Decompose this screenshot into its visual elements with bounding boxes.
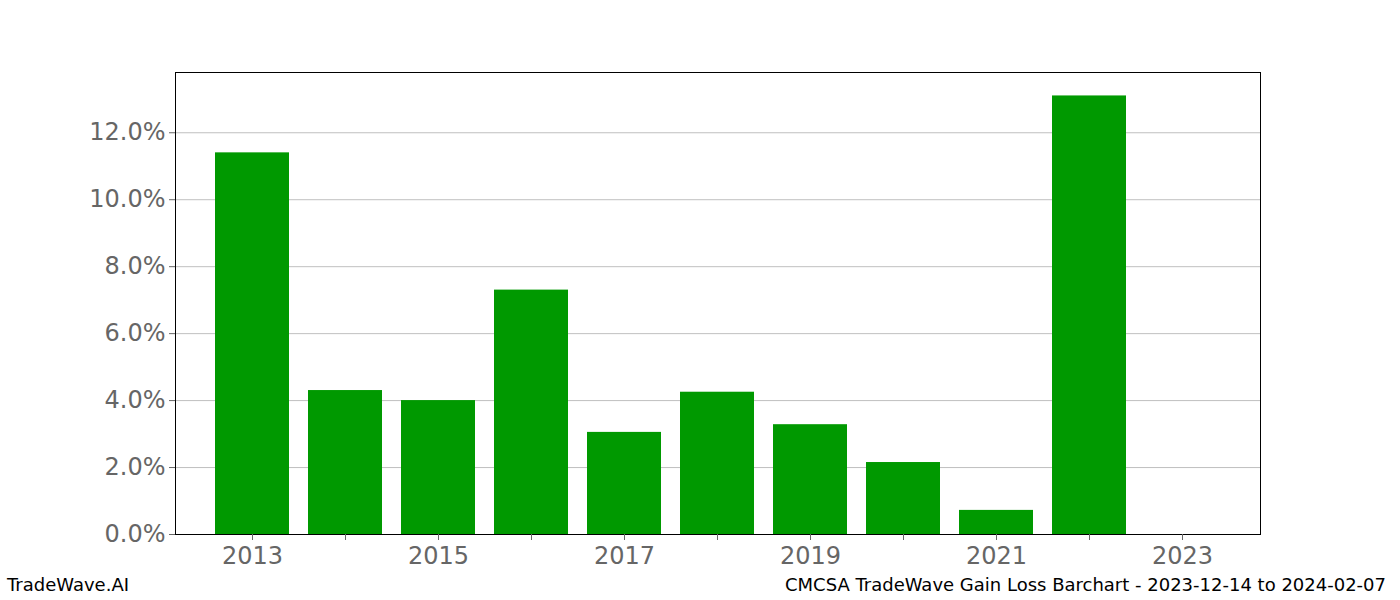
svg-text:0.0%: 0.0% bbox=[105, 520, 166, 548]
svg-text:4.0%: 4.0% bbox=[105, 386, 166, 414]
svg-text:2.0%: 2.0% bbox=[105, 453, 166, 481]
svg-text:2021: 2021 bbox=[966, 542, 1027, 570]
svg-text:2023: 2023 bbox=[1152, 542, 1213, 570]
svg-text:12.0%: 12.0% bbox=[89, 118, 165, 146]
svg-text:2017: 2017 bbox=[594, 542, 655, 570]
html-text:TradeWave.AI: TradeWave.AI bbox=[7, 574, 129, 595]
svg-text:6.0%: 6.0% bbox=[105, 319, 166, 347]
svg-text:2015: 2015 bbox=[408, 542, 469, 570]
html-text:CMCSA TradeWave Gain Loss Barc: CMCSA TradeWave Gain Loss Barchart - 202… bbox=[785, 574, 1386, 595]
svg-text:10.0%: 10.0% bbox=[89, 185, 165, 213]
svg-text:2019: 2019 bbox=[780, 542, 841, 570]
svg-text:8.0%: 8.0% bbox=[105, 252, 166, 280]
svg-text:2013: 2013 bbox=[222, 542, 283, 570]
